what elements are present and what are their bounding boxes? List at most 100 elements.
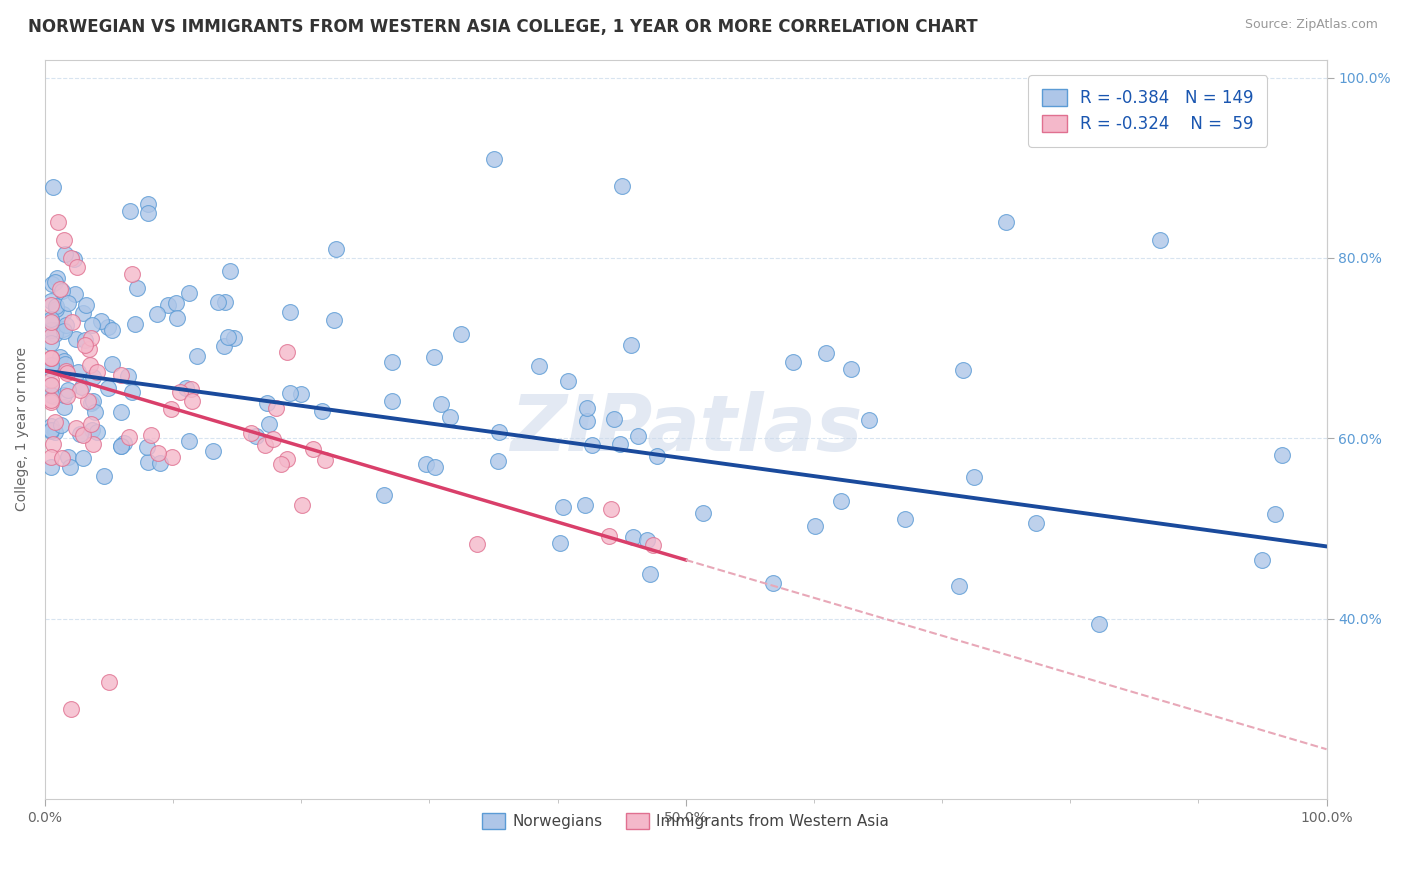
Point: [41, 389, 63, 403]
Point: [169, 384, 191, 399]
Point: [290, 386, 312, 401]
Point: [44, 359, 66, 374]
Point: [761, 576, 783, 591]
Point: [41, 459, 63, 474]
Point: [207, 295, 229, 310]
Point: [69, 427, 91, 442]
Point: [645, 449, 668, 463]
Point: [621, 530, 644, 544]
Point: [44, 276, 66, 290]
Point: [430, 397, 453, 411]
Point: [214, 294, 236, 309]
Point: [149, 456, 172, 470]
Point: [41, 425, 63, 439]
Point: [73, 338, 96, 352]
Point: [75, 333, 97, 347]
Point: [41, 335, 63, 350]
Point: [276, 451, 298, 466]
Point: [465, 536, 488, 550]
Point: [117, 430, 139, 444]
Point: [59, 251, 82, 265]
Point: [224, 330, 246, 344]
Point: [110, 368, 132, 382]
Point: [53, 233, 76, 247]
Point: [381, 393, 404, 408]
Point: [121, 267, 143, 281]
Point: [166, 310, 188, 325]
Point: [41, 323, 63, 337]
Point: [41, 298, 63, 312]
Point: [56, 389, 79, 403]
Point: [124, 317, 146, 331]
Point: [62, 315, 84, 329]
Point: [782, 354, 804, 368]
Point: [41, 351, 63, 366]
Point: [65, 332, 87, 346]
Point: [79, 358, 101, 372]
Point: [86, 365, 108, 379]
Y-axis label: College, 1 year or more: College, 1 year or more: [15, 347, 30, 511]
Point: [101, 357, 124, 371]
Point: [264, 401, 287, 416]
Point: [136, 206, 159, 220]
Point: [52, 307, 75, 321]
Point: [146, 308, 169, 322]
Point: [262, 432, 284, 446]
Point: [69, 383, 91, 397]
Point: [598, 529, 620, 543]
Point: [212, 338, 235, 352]
Point: [218, 264, 240, 278]
Point: [627, 429, 650, 443]
Point: [56, 366, 79, 380]
Legend: Norwegians, Immigrants from Western Asia: Norwegians, Immigrants from Western Asia: [477, 807, 896, 836]
Text: NORWEGIAN VS IMMIGRANTS FROM WESTERN ASIA COLLEGE, 1 YEAR OR MORE CORRELATION CH: NORWEGIAN VS IMMIGRANTS FROM WESTERN ASI…: [28, 18, 977, 36]
Point: [52, 322, 75, 336]
Text: ZIPatlas: ZIPatlas: [509, 392, 862, 467]
Point: [41, 378, 63, 392]
Point: [488, 425, 510, 440]
Point: [423, 459, 446, 474]
Point: [46, 215, 69, 229]
Point: [52, 400, 75, 414]
Point: [41, 393, 63, 408]
Point: [157, 298, 180, 312]
Point: [439, 410, 461, 425]
Point: [839, 362, 862, 376]
Point: [110, 439, 132, 453]
Point: [41, 373, 63, 387]
Point: [373, 488, 395, 502]
Point: [110, 404, 132, 418]
Point: [239, 425, 262, 440]
Point: [41, 361, 63, 376]
Point: [112, 436, 135, 450]
Point: [110, 439, 132, 453]
Point: [56, 296, 79, 310]
Point: [97, 381, 120, 395]
Point: [278, 305, 301, 319]
Point: [1264, 507, 1286, 521]
Point: [52, 388, 75, 402]
Point: [995, 215, 1018, 229]
Point: [86, 425, 108, 440]
Point: [42, 179, 65, 194]
Point: [620, 338, 643, 352]
Point: [56, 383, 79, 397]
Point: [41, 277, 63, 291]
Point: [636, 533, 658, 547]
Point: [576, 414, 599, 428]
Point: [1025, 516, 1047, 530]
Point: [80, 396, 103, 410]
Point: [72, 427, 94, 442]
Point: [201, 444, 224, 458]
Point: [55, 364, 77, 378]
Point: [160, 401, 183, 416]
Point: [186, 349, 208, 363]
Point: [177, 434, 200, 449]
Point: [952, 363, 974, 377]
Point: [136, 197, 159, 211]
Point: [41, 315, 63, 329]
Point: [314, 452, 336, 467]
Point: [80, 417, 103, 431]
Point: [280, 386, 302, 401]
Point: [97, 320, 120, 334]
